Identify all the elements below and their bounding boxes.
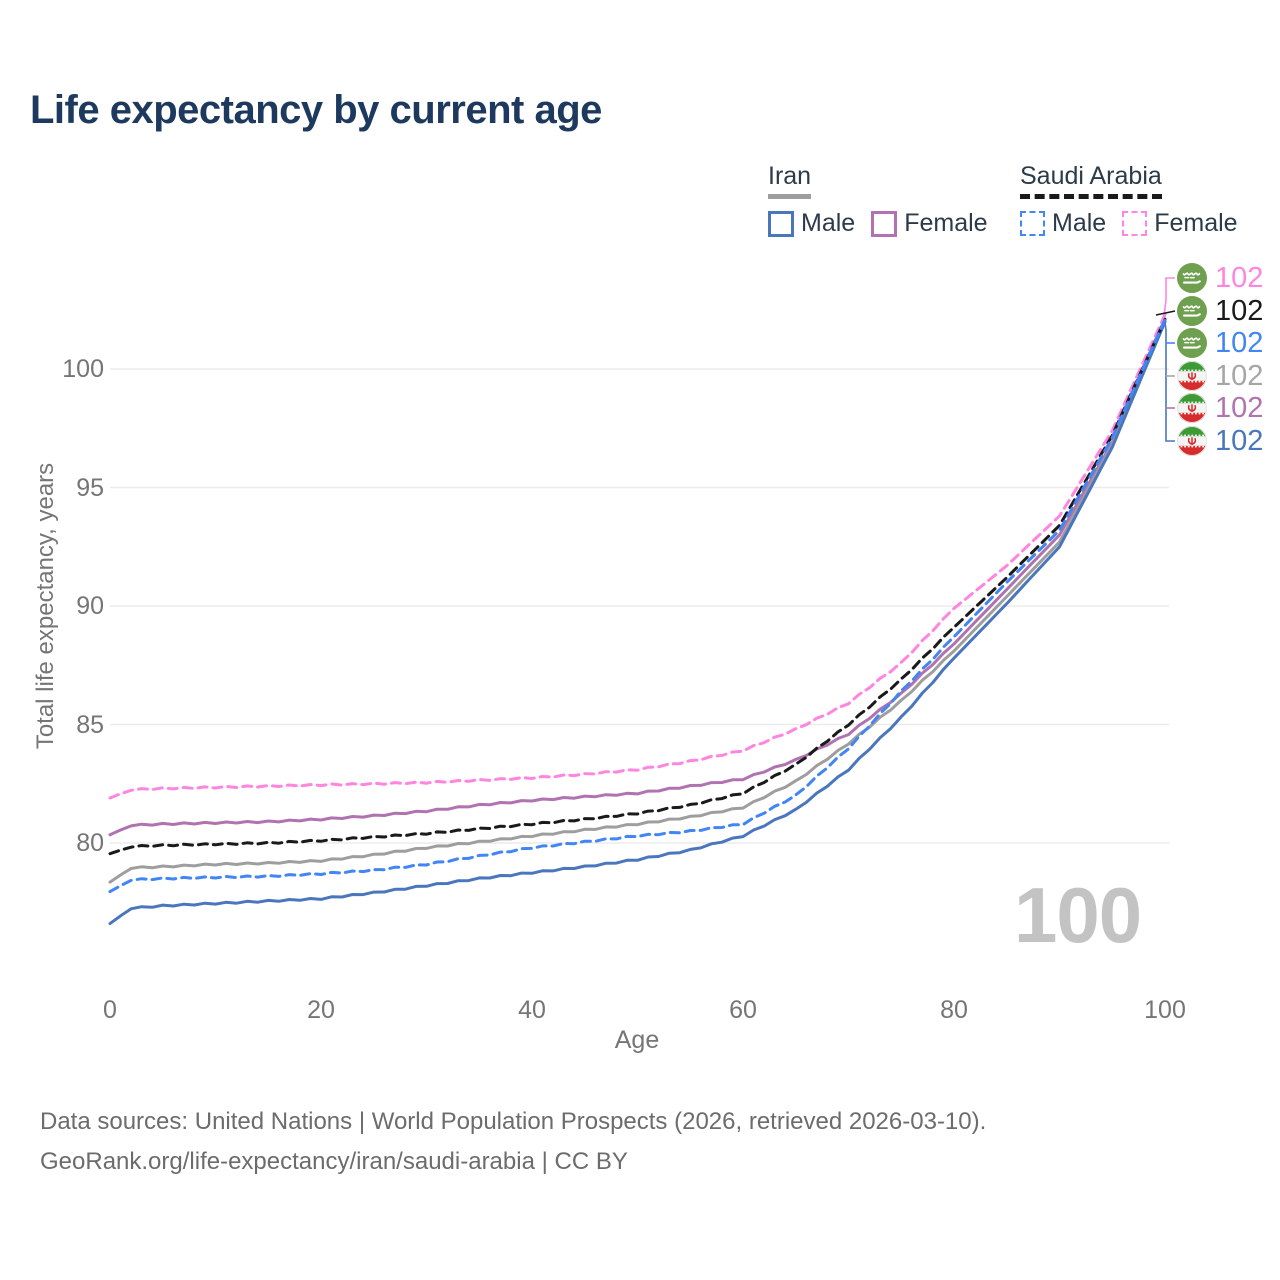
series-line-iran-male <box>108 320 1167 926</box>
saudi-male-swatch-icon <box>1020 211 1045 236</box>
page-title: Life expectancy by current age <box>30 88 602 132</box>
legend-item-iran-male[interactable]: Male <box>768 209 855 238</box>
series-line-iran <box>108 320 1167 884</box>
x-tick-label-80: 80 <box>940 996 968 1024</box>
end-label-iran-male: 102 <box>1177 426 1263 456</box>
legend-saudi-header[interactable]: Saudi Arabia <box>1020 162 1162 199</box>
legend-iran-label: Iran <box>768 162 812 190</box>
leader-line-saudi-female <box>1163 277 1175 317</box>
current-age-watermark: 100 <box>1014 871 1142 959</box>
end-value-label: 102 <box>1215 425 1264 457</box>
x-tick-label-60: 60 <box>729 996 757 1024</box>
iran-flag-icon <box>1177 393 1207 423</box>
x-tick-label-40: 40 <box>518 996 546 1024</box>
end-label-saudi-arabia-male: 102 <box>1177 328 1263 358</box>
x-tick-label-100: 100 <box>1144 996 1186 1024</box>
iran-flag-icon <box>1177 426 1207 456</box>
saudi-arabia-flag-icon <box>1177 296 1207 326</box>
saudi-male-label: Male <box>1052 209 1107 237</box>
iran-solid-line-sample <box>768 194 812 199</box>
y-tick-label-90: 90 <box>76 592 104 620</box>
legend-item-saudi-female[interactable]: Female <box>1122 209 1238 238</box>
iran-male-swatch-icon <box>768 210 794 237</box>
y-tick-label-80: 80 <box>76 829 104 857</box>
end-value-label: 102 <box>1215 392 1264 424</box>
leader-line-saudi-both <box>1155 310 1176 316</box>
leader-spine <box>1164 321 1175 442</box>
series-line-saudi-arabia-male <box>108 317 1167 894</box>
saudi-female-swatch-icon <box>1122 211 1148 236</box>
y-tick-label-95: 95 <box>76 474 104 502</box>
iran-flag-icon <box>1177 361 1207 391</box>
x-axis-title: Age <box>614 1026 660 1054</box>
iran-male-label: Male <box>801 209 856 237</box>
legend-group-saudi-arabia: Saudi Arabia Male Female <box>1020 162 1238 238</box>
end-label-iran: 102 <box>1177 361 1263 391</box>
end-value-label: 102 <box>1215 360 1264 392</box>
end-label-saudi-arabia: 102 <box>1177 296 1263 326</box>
legend-group-iran: Iran Male Female <box>768 162 988 238</box>
data-sources-note: Data sources: United Nations | World Pop… <box>40 1108 987 1135</box>
legend-iran-header[interactable]: Iran <box>768 162 812 199</box>
legend-item-iran-female[interactable]: Female <box>871 209 988 238</box>
saudi-female-label: Female <box>1154 209 1238 237</box>
iran-female-swatch-icon <box>871 210 898 237</box>
iran-female-label: Female <box>904 209 988 237</box>
x-tick-label-20: 20 <box>307 996 335 1024</box>
legend-saudi-label: Saudi Arabia <box>1020 162 1162 190</box>
y-tick-label-100: 100 <box>62 355 104 383</box>
series-line-iran-female <box>108 320 1167 837</box>
x-tick-label-0: 0 <box>103 996 117 1024</box>
end-value-label: 102 <box>1215 327 1264 359</box>
end-value-label: 102 <box>1215 262 1264 294</box>
series-line-saudi-arabia <box>108 317 1167 856</box>
end-label-iran-female: 102 <box>1177 393 1263 423</box>
series-line-saudi-arabia-female <box>108 313 1167 800</box>
saudi-arabia-flag-icon <box>1177 263 1207 293</box>
legend-item-saudi-male[interactable]: Male <box>1020 209 1106 238</box>
attribution-note: GeoRank.org/life-expectancy/iran/saudi-a… <box>40 1148 628 1175</box>
saudi-dashed-line-sample <box>1020 194 1162 199</box>
saudi-arabia-flag-icon <box>1177 328 1207 358</box>
end-label-saudi-arabia-female: 102 <box>1177 263 1263 293</box>
end-value-label: 102 <box>1215 295 1264 327</box>
y-tick-label-85: 85 <box>76 711 104 739</box>
